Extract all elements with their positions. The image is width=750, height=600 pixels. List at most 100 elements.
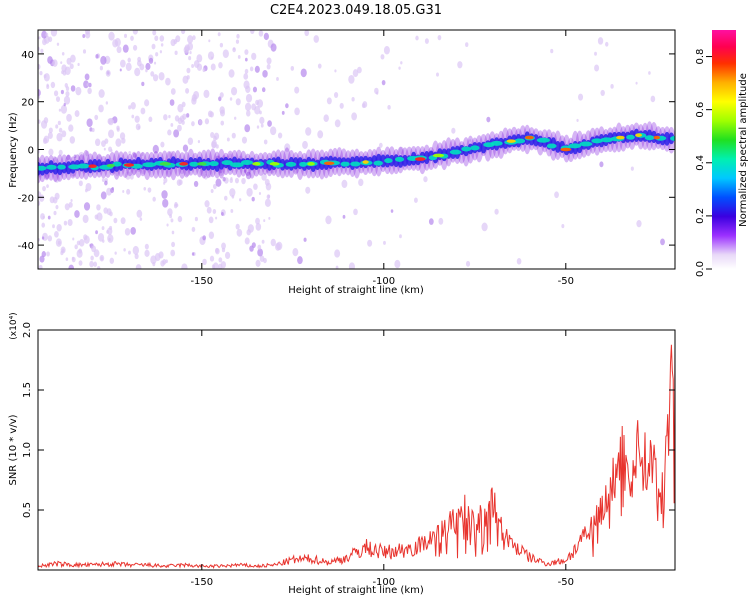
spectral-speckle <box>188 56 192 61</box>
snr-y-label: SNR (10 * v/v) <box>8 414 19 485</box>
spectral-speckle <box>83 234 88 241</box>
spectral-speckle <box>110 149 113 153</box>
spectral-speckle <box>220 261 226 269</box>
spectral-speckle <box>218 62 223 69</box>
spectral-speckle <box>600 89 605 97</box>
spectral-speckle <box>113 217 118 224</box>
spectral-speckle <box>41 251 46 258</box>
spectral-speckle <box>132 152 137 158</box>
spectral-speckle <box>127 57 131 63</box>
spectral-speckle <box>230 209 234 213</box>
spectral-speckle <box>57 120 61 126</box>
spectral-speckle <box>262 70 268 78</box>
spectral-speckle <box>155 52 159 57</box>
spectral-speckle <box>399 234 402 239</box>
spectrogram-y-label: Frequency (Hz) <box>8 112 19 188</box>
spectral-speckle <box>204 118 210 125</box>
spectral-speckle <box>578 93 584 101</box>
spectral-speckle <box>234 116 237 120</box>
spectral-speckle <box>610 84 614 89</box>
ridge-peak <box>616 135 625 140</box>
spectral-speckle <box>97 233 105 242</box>
spectral-speckle <box>70 54 76 63</box>
spectral-speckle <box>70 85 76 92</box>
spectral-speckle <box>74 244 78 250</box>
spectral-speckle <box>202 258 207 266</box>
spectral-speckle <box>191 226 196 232</box>
ridge-peak <box>362 160 369 164</box>
y-tick-label: 2.0 <box>22 322 33 338</box>
spectral-speckle <box>100 191 107 200</box>
spectral-speckle <box>182 113 187 120</box>
spectral-speckle <box>148 116 153 122</box>
spectral-speckle <box>258 30 264 37</box>
spectral-speckle <box>300 68 307 78</box>
spectral-speckle <box>236 33 240 39</box>
spectral-speckle <box>168 114 171 119</box>
spectral-speckle <box>43 117 49 124</box>
spectrogram-panel: -150 -100 -50 -40 -20 0 20 40 Height of straig… <box>8 29 676 296</box>
spectral-speckle <box>351 96 355 102</box>
spectral-speckle <box>137 56 142 63</box>
ridge-mid <box>38 165 47 171</box>
ridge-peak <box>252 162 261 166</box>
spectral-speckle <box>128 105 132 110</box>
spectral-speckle <box>348 262 355 269</box>
spectral-speckle <box>108 31 115 41</box>
spectral-speckle <box>72 237 75 241</box>
spectral-speckle <box>74 210 80 218</box>
spectral-speckle <box>150 71 155 77</box>
snr-x-ticks: -150 -100 -50 <box>190 330 574 588</box>
spectral-speckle <box>170 249 176 257</box>
spectral-speckle <box>48 36 53 43</box>
spectral-speckle <box>178 179 183 186</box>
spectral-speckle <box>222 49 229 59</box>
spectral-speckle <box>189 51 192 55</box>
spectral-speckle <box>334 69 337 73</box>
spectral-speckle <box>165 170 171 178</box>
spectral-speckle <box>550 48 554 54</box>
spectral-speckle <box>122 44 129 53</box>
spectral-speckle <box>438 217 444 225</box>
spectral-speckle <box>198 119 203 125</box>
spectral-speckle <box>334 119 341 128</box>
spectral-speckle <box>207 169 213 178</box>
spectral-speckle <box>83 202 91 211</box>
spectral-speckle <box>209 255 215 262</box>
spectral-speckle <box>361 103 366 109</box>
spectral-speckle <box>229 188 236 197</box>
spectral-speckle <box>481 222 488 232</box>
spectral-speckle <box>256 125 260 129</box>
spectral-speckle <box>251 52 257 61</box>
spectral-speckle <box>104 180 108 186</box>
spectral-speckle <box>100 55 107 65</box>
spectral-speckle <box>42 185 46 192</box>
spectral-speckle <box>263 219 266 223</box>
spectral-speckle <box>42 137 48 144</box>
ridge-mid <box>394 156 405 162</box>
spectral-speckle <box>109 257 115 264</box>
spectral-speckle <box>79 239 85 247</box>
spectral-speckle <box>114 251 117 255</box>
spectral-speckle <box>82 33 86 39</box>
spectral-speckle <box>78 180 83 187</box>
ridge-peak <box>414 157 426 161</box>
spectral-speckle <box>221 211 224 216</box>
spectral-speckle <box>58 108 62 112</box>
spectral-speckle <box>69 136 76 144</box>
spectral-speckle <box>260 123 264 128</box>
spectral-speckle <box>93 261 98 267</box>
spectral-speckle <box>119 68 122 72</box>
spectral-speckle <box>78 248 82 254</box>
spectral-speckle <box>55 205 59 210</box>
ridge-mid <box>230 162 244 168</box>
spectral-speckle <box>246 187 253 197</box>
spectral-speckle <box>134 67 141 77</box>
spectral-speckle <box>177 104 184 113</box>
spectral-speckle <box>516 258 522 265</box>
ridge-core <box>65 161 72 175</box>
ridge-mid <box>299 161 308 167</box>
spectral-speckle <box>208 216 214 224</box>
spectral-speckle <box>203 173 208 180</box>
spectral-speckle <box>244 57 248 62</box>
